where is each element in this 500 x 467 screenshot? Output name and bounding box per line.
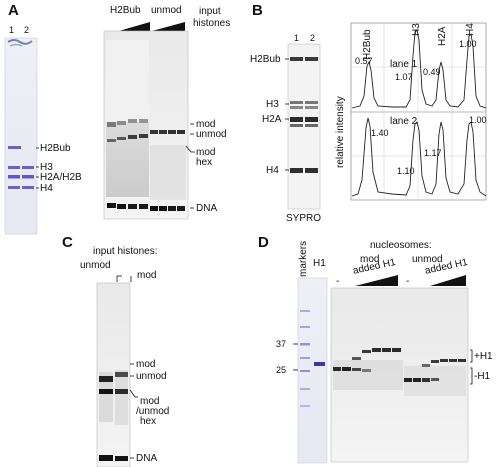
b-band-label-h2bub: H2Bub xyxy=(250,54,281,65)
density-y-label: relative intensity xyxy=(335,96,346,168)
peak-header-h4: H4 xyxy=(465,23,476,36)
d-group-mod: mod xyxy=(360,254,380,265)
panel-a-letter: A xyxy=(8,2,19,19)
d-minus-unmod: - xyxy=(406,276,410,287)
lane-2-h3-value: 1.10 xyxy=(397,166,415,176)
peak-header-h2a: H2A xyxy=(437,26,448,46)
sypro-lane-2-label: 2 xyxy=(310,33,316,43)
panel-d-emsa-gel xyxy=(330,275,473,463)
band-label-h4: H4 xyxy=(40,183,53,194)
input-histones-label-2: histones xyxy=(193,18,231,29)
d-label-plus-h1: +H1 xyxy=(474,351,493,362)
coomassie-band-h4-lane2 xyxy=(22,186,34,189)
c-title: input histones: xyxy=(93,246,158,257)
h1-coomassie-band xyxy=(314,362,325,366)
c-label-unmod: unmod xyxy=(136,371,167,382)
lane-1-h2bub-value: 0.57 xyxy=(355,56,373,66)
b-band-label-h4: H4 xyxy=(266,165,279,176)
lane-2-h4-value: 1.00 xyxy=(469,115,487,125)
lane-1-h3-value: 1.07 xyxy=(395,72,413,82)
c-label-hex-1: mod xyxy=(140,396,160,407)
a-label-mod-hex-1: mod xyxy=(196,147,216,158)
d-markers-label: markers xyxy=(298,240,309,277)
well-smear xyxy=(7,39,33,45)
c-lane-label-mod: mod xyxy=(137,270,157,281)
lane-1-title: lane 1 xyxy=(390,59,418,70)
sypro-lane-1-label: 1 xyxy=(294,33,300,43)
peak-header-h3: H3 xyxy=(411,23,422,36)
lane-2-h2a-value: 1.17 xyxy=(424,148,442,158)
b-band-label-h3: H3 xyxy=(266,99,279,110)
coomassie-band-h2a-lane1 xyxy=(8,175,20,179)
c-label-mod: mod xyxy=(136,359,156,370)
panel-d-coomassie-gel xyxy=(293,277,328,464)
c-label-hex-2: /unmod xyxy=(136,406,170,417)
a-label-mod-hex-2: hex xyxy=(196,157,213,168)
wedge-unmod xyxy=(152,22,185,31)
d-minus-mod: - xyxy=(336,276,340,287)
panel-c-letter: C xyxy=(62,234,73,251)
trace-lane-1 xyxy=(351,29,487,109)
d-mw-25: 25 xyxy=(276,365,287,375)
band-label-h3: H3 xyxy=(40,162,53,173)
d-nucleosomes-label: nucleosomes: xyxy=(370,240,432,251)
panel-a-emsa-gel xyxy=(103,22,195,220)
trace-lane-2 xyxy=(351,117,487,197)
coomassie-band-h4-lane1 xyxy=(8,186,20,189)
gel-group-h2bub: H2Bub xyxy=(110,5,141,16)
b-band-label-h2a: H2A xyxy=(262,114,282,125)
wedge-h2bub xyxy=(119,22,150,31)
c-lane-label-unmod: unmod xyxy=(80,260,111,271)
coomassie-lane-2-label: 2 xyxy=(24,25,30,35)
input-histones-label-1: input xyxy=(199,6,221,17)
c-label-dna: DNA xyxy=(136,453,158,464)
a-label-dna: DNA xyxy=(196,203,218,214)
d-h1-lane-label: H1 xyxy=(313,258,326,269)
coomassie-band-h2bub xyxy=(8,146,21,149)
panel-d-letter: D xyxy=(258,234,269,251)
band-label-h2bub: H2Bub xyxy=(40,143,71,154)
panel-b-letter: B xyxy=(252,2,263,19)
gel-group-unmod: unmod xyxy=(151,5,182,16)
coomassie-band-h3-lane2 xyxy=(22,166,34,169)
coomassie-band-h2a-lane2 xyxy=(22,175,34,179)
d-mw-37: 37 xyxy=(276,339,287,349)
d-label-minus-h1: -H1 xyxy=(474,371,491,382)
panel-a-coomassie-gel xyxy=(4,37,39,235)
band-label-h2a-h2b: H2A/H2B xyxy=(40,172,82,183)
lane-2-h2bub-value: 1.40 xyxy=(371,128,389,138)
a-label-unmod: unmod xyxy=(196,129,227,140)
lane-1-h4-value: 1.00 xyxy=(459,39,477,49)
wedge-unmod-h1 xyxy=(430,275,466,286)
wedge-mod-h1 xyxy=(355,275,398,286)
lane-2-title: lane 2 xyxy=(390,116,418,127)
lane-1-h2a-value: 0.49 xyxy=(423,67,441,77)
panel-c-emsa-gel xyxy=(96,275,138,467)
c-label-hex-3: hex xyxy=(140,416,157,427)
sypro-label: SYPRO xyxy=(286,213,322,224)
coomassie-band-h3-lane1 xyxy=(8,166,20,169)
panel-b-densitometry xyxy=(350,22,487,201)
coomassie-lane-1-label: 1 xyxy=(9,25,15,35)
d-group-unmod: unmod xyxy=(412,254,443,265)
a-label-mod: mod xyxy=(196,119,216,130)
panel-b-sypro-gel xyxy=(285,43,321,210)
